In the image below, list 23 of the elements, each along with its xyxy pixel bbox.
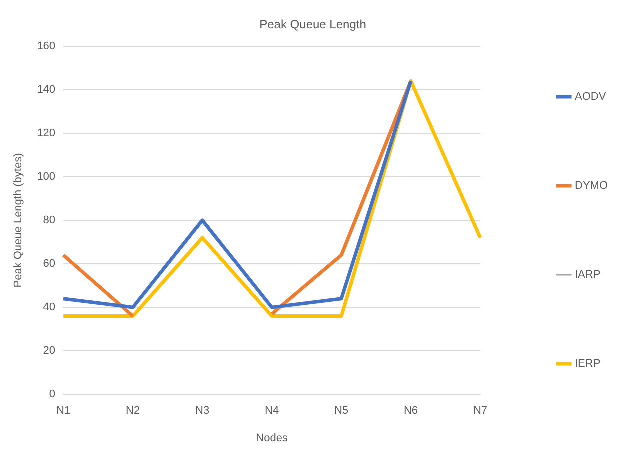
y-tick-label: 100 bbox=[37, 171, 56, 184]
x-tick-label: N6 bbox=[404, 405, 418, 418]
y-axis-title: Peak Queue Length (bytes) bbox=[12, 153, 25, 288]
x-axis-title: Nodes bbox=[256, 432, 288, 444]
x-tick-label: N5 bbox=[334, 405, 349, 418]
legend-label: IARP bbox=[575, 269, 601, 282]
x-tick-label: N2 bbox=[126, 405, 140, 418]
y-tick-label: 140 bbox=[37, 84, 56, 96]
chart-title: Peak Queue Length bbox=[260, 18, 366, 32]
y-tick-label: 80 bbox=[43, 214, 56, 227]
y-tick-label: 0 bbox=[49, 388, 56, 401]
legend-label: AODV bbox=[575, 91, 607, 104]
y-tick-label: 20 bbox=[43, 345, 56, 358]
y-tick-label: 40 bbox=[43, 302, 56, 314]
x-tick-label: N7 bbox=[473, 405, 488, 418]
y-tick-label: 60 bbox=[43, 258, 56, 270]
legend-label: DYMO bbox=[575, 180, 608, 192]
x-tick-label: N4 bbox=[264, 405, 280, 418]
legend-label: IERP bbox=[575, 358, 601, 370]
x-tick-label: N3 bbox=[196, 405, 210, 418]
y-tick-label: 160 bbox=[37, 40, 56, 52]
y-tick-label: 120 bbox=[37, 127, 56, 140]
x-tick-label: N1 bbox=[56, 405, 71, 418]
